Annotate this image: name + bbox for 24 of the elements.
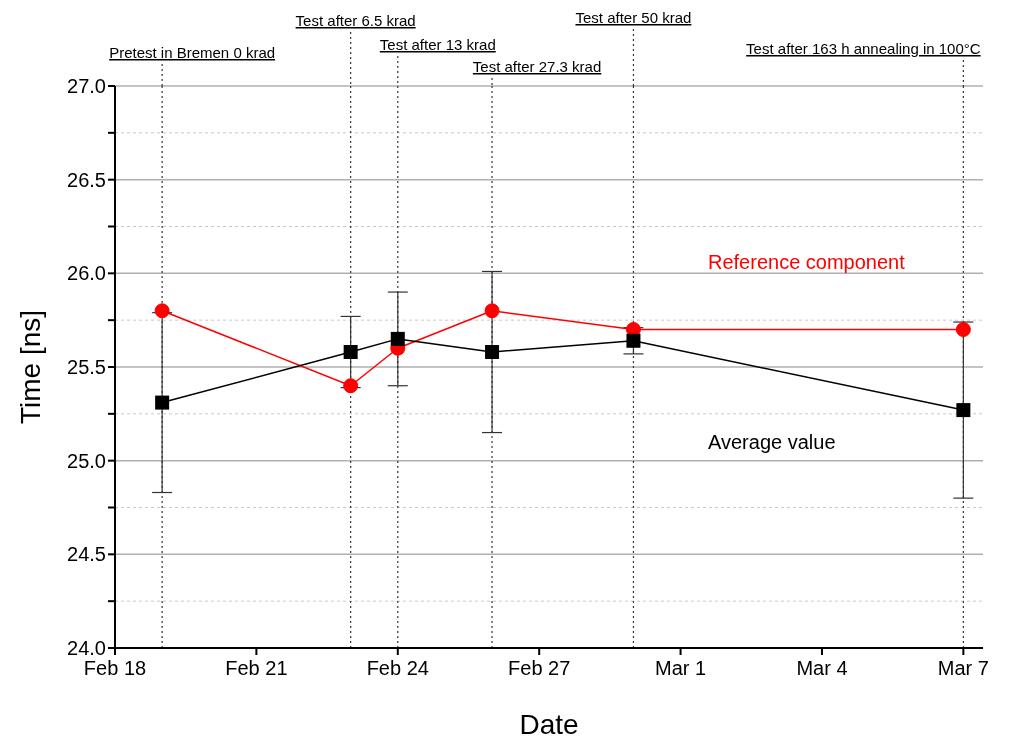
ref-line-label: Test after 6.5 krad	[295, 12, 416, 29]
x-tick-label: Mar 1	[655, 657, 707, 680]
y-tick-label: 25.5	[67, 356, 106, 379]
x-axis-title: Date	[519, 709, 579, 740]
text: Average value	[708, 430, 836, 454]
x-tick-label: Mar 4	[796, 657, 848, 680]
text: Reference component	[708, 251, 905, 275]
y-tick-label: 25.0	[67, 449, 106, 472]
x-tick-label: Feb 18	[83, 657, 147, 680]
x-tick-label: Feb 27	[508, 657, 571, 680]
y-tick-label: 24.5	[67, 543, 106, 566]
y-tick-label: 26.5	[67, 168, 106, 191]
y-tick-label: 24.0	[67, 637, 106, 660]
ref-line-label: Test after 13 krad	[379, 36, 496, 53]
y-tick-label: 26.0	[67, 262, 106, 285]
ref-line-label: Test after 163 h annealing in 100°C	[746, 40, 981, 57]
x-tick-label: Feb 21	[225, 657, 288, 680]
x-tick-label: Mar 7	[937, 657, 989, 680]
ref-line-label: Pretest in Bremen 0 krad	[109, 44, 276, 61]
ref-line-label: Test after 50 krad	[575, 9, 692, 26]
x-tick-label: Feb 24	[366, 657, 429, 680]
y-axis-title: Time [ns]	[14, 309, 46, 425]
y-tick-label: 27.0	[67, 75, 106, 98]
ref-line-label: Test after 27.3 krad	[472, 58, 602, 75]
